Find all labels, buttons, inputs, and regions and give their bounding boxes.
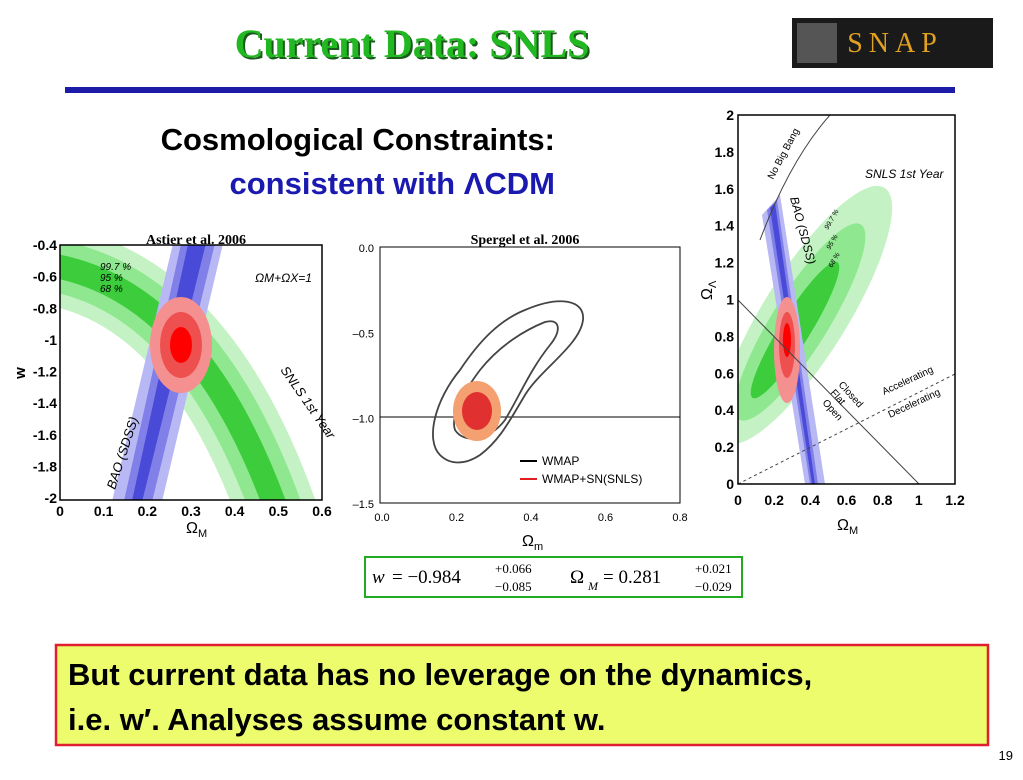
formula-upper: +0.021 <box>695 561 732 576</box>
x-tick-label: 0.4 <box>523 512 538 524</box>
y-tick-label: 2 <box>726 107 734 123</box>
x-tick-label: 0.2 <box>138 503 158 519</box>
formula-subscript: M <box>587 579 599 593</box>
y-tick-label: 0 <box>726 476 734 492</box>
axis-symbol: Ω <box>699 288 716 300</box>
annotation: ΩM+ΩX=1 <box>255 271 312 285</box>
annotation: No Big Bang <box>766 127 802 182</box>
axis-symbol: Ω <box>522 533 534 550</box>
y-tick-label: 0.4 <box>715 402 735 418</box>
x-tick-label: 0.2 <box>764 492 784 508</box>
y-tick-label: 1.2 <box>715 255 735 271</box>
formula-box <box>364 556 743 598</box>
annotation: 68 % <box>100 284 123 295</box>
formula-upper: +0.066 <box>495 561 532 576</box>
formula-symbol: Ω <box>570 567 584 588</box>
y-tick-label: -0.6 <box>33 269 57 285</box>
x-tick-label: 0.4 <box>801 492 821 508</box>
legend-label: WMAP <box>542 454 579 468</box>
x-tick-label: 0 <box>56 503 64 519</box>
annotation: SNLS 1st Year <box>865 167 944 181</box>
x-tick-label: 0.1 <box>94 503 114 519</box>
y-tick-label: –1.0 <box>353 414 374 426</box>
x-tick-label: 0.6 <box>837 492 857 508</box>
plot-frame <box>59 244 323 501</box>
annotation: 95 % <box>100 273 123 284</box>
x-tick-label: 0.2 <box>449 512 464 524</box>
x-tick-label: 0.6 <box>312 503 332 519</box>
x-tick-label: 0.6 <box>598 512 613 524</box>
formula-value: = −0.984 <box>392 567 461 588</box>
x-tick-label: 0.8 <box>873 492 893 508</box>
callout-text: But current data has no leverage on the … <box>68 657 812 692</box>
y-tick-label: -1 <box>45 332 58 348</box>
y-tick-label: -0.8 <box>33 300 57 316</box>
x-axis-label: ΩM <box>186 520 207 540</box>
formula-symbol: w <box>372 567 385 588</box>
x-tick-label: 1.2 <box>945 492 965 508</box>
title: Current Data: SNLS <box>235 21 590 66</box>
y-tick-label: 1.4 <box>715 218 735 234</box>
header-rule <box>65 87 955 93</box>
y-tick-label: –1.5 <box>353 499 374 511</box>
x-tick-label: 0.3 <box>181 503 201 519</box>
axis-symbol: Ω <box>186 520 198 537</box>
x-axis-label: ΩM <box>837 517 858 537</box>
callout-box <box>54 643 990 747</box>
y-tick-label: -0.4 <box>33 237 57 253</box>
y-axis-label: w <box>12 367 29 380</box>
logo-image <box>797 23 837 63</box>
x-tick-label: 0.0 <box>374 512 389 524</box>
title-shadow: Current Data: SNLS <box>237 23 592 68</box>
x-tick-label: 0.4 <box>225 503 245 519</box>
subtitle: Cosmological Constraints: <box>161 122 555 157</box>
axis-subscript: M <box>198 528 207 540</box>
y-axis-label: ΩΛ <box>699 280 719 300</box>
formula-lower: −0.085 <box>495 579 532 594</box>
annotation: SNLS 1st Year <box>278 363 339 442</box>
axis-subscript: M <box>849 525 858 537</box>
axis-subscript: Λ <box>707 280 719 288</box>
formula: w = −0.984 +0.066 −0.085 Ω M = 0.281 +0.… <box>372 557 736 596</box>
axis-subscript: m <box>534 541 543 553</box>
y-tick-label: -1.4 <box>33 395 57 411</box>
axis-symbol: Ω <box>837 517 849 534</box>
y-tick-label: 0.0 <box>359 243 374 255</box>
citation: Spergel et al. 2006 <box>471 233 580 248</box>
y-tick-label: -1.8 <box>33 458 57 474</box>
y-tick-label: -2 <box>45 490 58 506</box>
logo-text: SNAP <box>847 28 943 59</box>
y-tick-label: 0.8 <box>715 328 735 344</box>
callout-text: i.e. w′. Analyses assume constant w. <box>68 702 606 737</box>
formula-lower: −0.029 <box>695 579 732 594</box>
plot-frame <box>737 114 956 485</box>
subtitle: consistent with ΛCDM <box>229 166 555 201</box>
x-tick-label: 0.5 <box>269 503 289 519</box>
annotation: 99.7 % <box>100 262 131 273</box>
x-tick-label: 1 <box>915 492 923 508</box>
y-tick-label: -1.6 <box>33 427 57 443</box>
legend-label: WMAP+SN(SNLS) <box>542 472 642 486</box>
annotation: BAO (SDSS) <box>787 195 818 266</box>
y-tick-label: –0.5 <box>353 328 374 340</box>
x-tick-label: 0.8 <box>672 512 687 524</box>
y-tick-label: 0.6 <box>715 365 735 381</box>
page-number: 19 <box>999 748 1013 763</box>
y-tick-label: 1.6 <box>715 181 735 197</box>
y-tick-label: 1.8 <box>715 144 735 160</box>
y-tick-label: -1.2 <box>33 364 57 380</box>
y-tick-label: 0.2 <box>715 439 735 455</box>
formula-value: = 0.281 <box>603 567 661 588</box>
x-tick-label: 0 <box>734 492 742 508</box>
y-tick-label: 1 <box>726 292 734 308</box>
plot-frame <box>379 246 681 504</box>
x-axis-label: Ωm <box>522 533 543 553</box>
